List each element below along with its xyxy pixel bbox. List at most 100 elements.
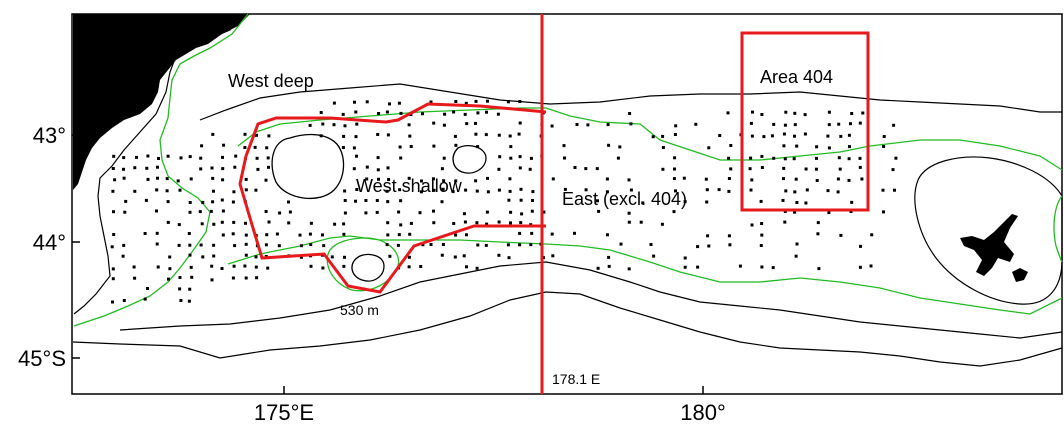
survey-station-point — [342, 232, 346, 236]
survey-station-point — [221, 209, 225, 213]
survey-station-point — [244, 188, 248, 192]
region-label-west-deep: West deep — [228, 71, 314, 91]
survey-station-point — [506, 243, 510, 247]
survey-station-point — [827, 110, 831, 114]
survey-station-point — [188, 210, 192, 214]
survey-station-point — [343, 211, 347, 215]
lat-tick-45s: 45°S — [18, 346, 66, 371]
survey-station-point — [110, 245, 114, 249]
survey-station-point — [440, 167, 444, 171]
survey-station-point — [826, 134, 830, 138]
survey-station-point — [399, 223, 403, 227]
survey-station-point — [519, 221, 523, 225]
survey-station-point — [146, 177, 150, 181]
survey-station-point — [696, 265, 700, 269]
survey-station-point — [586, 123, 590, 127]
survey-station-point — [563, 187, 567, 191]
survey-station-point — [836, 177, 840, 181]
survey-station-point — [122, 243, 126, 247]
survey-station-point — [275, 232, 279, 236]
survey-station-point — [432, 221, 436, 225]
survey-station-point — [805, 188, 809, 192]
survey-station-point — [232, 264, 236, 268]
survey-station-point — [628, 112, 632, 115]
survey-station-point — [749, 156, 753, 160]
survey-station-point — [783, 157, 787, 161]
lat-tick-43: 43° — [33, 123, 66, 148]
survey-station-point — [111, 267, 115, 271]
survey-station-point — [465, 122, 469, 126]
survey-station-point — [178, 276, 182, 279]
survey-station-point — [726, 111, 730, 115]
survey-station-point — [111, 189, 115, 193]
survey-station-point — [509, 221, 512, 225]
north-green-contour — [237, 107, 1063, 171]
survey-station-point — [782, 177, 785, 181]
survey-station-point — [795, 144, 799, 148]
survey-station-point — [267, 220, 271, 224]
survey-station-point — [113, 178, 117, 182]
survey-station-point — [156, 176, 159, 180]
survey-station-point — [386, 233, 390, 237]
survey-station-point — [596, 266, 600, 270]
survey-station-point — [396, 243, 400, 247]
survey-station-point — [407, 176, 411, 180]
survey-station-point — [178, 188, 182, 192]
survey-station-point — [234, 154, 238, 158]
survey-station-point — [321, 122, 325, 126]
survey-station-point — [870, 233, 874, 237]
lat-tick-44: 44° — [33, 230, 66, 255]
survey-station-point — [484, 133, 488, 137]
survey-station-point — [244, 276, 248, 280]
survey-station-point — [244, 253, 248, 257]
survey-station-point — [409, 145, 413, 148]
survey-station-point — [200, 144, 204, 148]
survey-station-point — [848, 145, 851, 149]
survey-station-point — [122, 167, 125, 171]
survey-station-point — [816, 221, 820, 225]
survey-station-point — [771, 266, 775, 270]
survey-station-point — [264, 178, 268, 182]
survey-station-point — [243, 132, 247, 136]
survey-station-point — [606, 123, 610, 127]
survey-station-point — [388, 102, 391, 106]
survey-station-point — [144, 198, 148, 202]
survey-station-point — [418, 211, 422, 215]
survey-station-point — [287, 200, 290, 204]
survey-station-point — [760, 233, 764, 237]
survey-station-point — [244, 233, 248, 237]
survey-station-point — [454, 233, 458, 237]
survey-station-point — [595, 167, 599, 171]
survey-station-point — [221, 233, 225, 237]
survey-station-point — [882, 135, 886, 138]
survey-station-point — [607, 264, 611, 268]
survey-station-point — [342, 264, 346, 268]
survey-station-point — [166, 154, 170, 158]
survey-station-point — [408, 232, 412, 236]
survey-station-point — [475, 189, 479, 193]
survey-station-point — [243, 146, 247, 149]
survey-station-point — [858, 156, 862, 160]
survey-station-point — [652, 254, 656, 258]
north-black-contour — [199, 83, 1062, 121]
survey-station-point — [387, 178, 391, 181]
survey-station-point — [442, 156, 446, 160]
survey-station-point — [464, 101, 468, 105]
survey-station-point — [222, 143, 226, 147]
survey-station-point — [850, 200, 854, 204]
survey-station-point — [847, 157, 851, 161]
survey-station-point — [509, 156, 513, 160]
survey-station-point — [421, 112, 424, 116]
survey-station-point — [550, 232, 554, 236]
survey-station-point — [354, 199, 357, 203]
survey-station-point — [454, 143, 458, 147]
survey-station-point — [551, 177, 555, 181]
survey-station-point — [178, 287, 182, 291]
survey-station-point — [575, 123, 579, 126]
axis-ticks — [72, 134, 704, 394]
coastal-green-contour — [73, 13, 249, 327]
survey-station-point — [177, 243, 181, 247]
survey-station-point — [341, 146, 345, 149]
survey-station-point — [133, 166, 137, 170]
